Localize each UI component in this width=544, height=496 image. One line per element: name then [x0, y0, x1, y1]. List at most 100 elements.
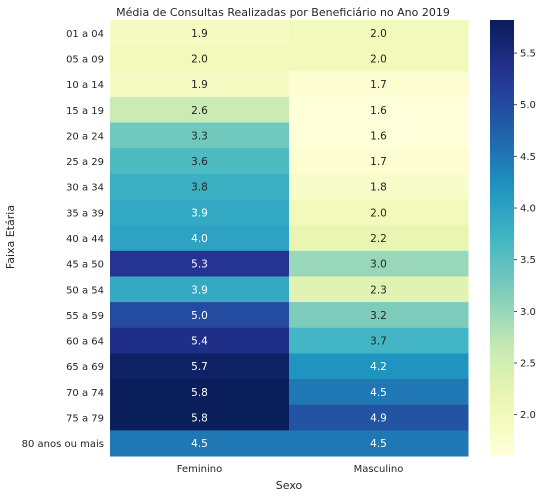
y-tick-label: 80 anos ou mais [22, 439, 104, 450]
cell-value-label: 4.5 [191, 438, 208, 450]
cell-value-label: 4.9 [370, 413, 387, 425]
cell-value-label: 3.3 [191, 130, 208, 142]
heatmap-cell [289, 225, 469, 252]
y-tick-label: 45 a 50 [66, 260, 104, 271]
y-tick-label: 25 a 29 [66, 157, 104, 168]
heatmap-cell [110, 96, 290, 124]
cell-value-label: 3.8 [191, 182, 208, 194]
cell-value-label: 3.7 [370, 336, 387, 348]
cell-value-label: 5.3 [191, 259, 208, 271]
heatmap-cell [289, 430, 469, 457]
colorbar [490, 20, 514, 456]
cell-value-label: 2.0 [370, 28, 387, 40]
y-tick-label: 05 a 09 [66, 54, 104, 65]
heatmap-cell [289, 199, 469, 226]
heatmap-cell [289, 45, 469, 72]
colorbar-tick-label: 5.0 [520, 100, 536, 111]
cell-value-label: 5.0 [191, 310, 208, 322]
y-tick-label: 40 a 44 [66, 234, 104, 245]
colorbar-tick-label: 3.0 [520, 307, 536, 318]
y-tick-label: 10 a 14 [66, 80, 104, 91]
heatmap-cell [110, 353, 290, 380]
heatmap-cell [289, 353, 469, 380]
heatmap-cell [110, 302, 290, 329]
cell-value-label: 1.7 [370, 79, 387, 91]
heatmap-cell [110, 379, 290, 406]
cell-value-label: 2.2 [370, 233, 387, 245]
heatmap-cell [110, 148, 290, 175]
cell-value-label: 4.5 [370, 438, 387, 450]
colorbar-tick-label: 4.5 [520, 152, 536, 163]
heatmap-cell [289, 122, 469, 149]
cell-value-label: 5.8 [191, 413, 208, 425]
cell-value-label: 4.0 [191, 233, 208, 245]
cell-value-label: 5.7 [191, 361, 208, 373]
heatmap-cell [110, 430, 290, 457]
heatmap-cell [110, 199, 290, 226]
heatmap-cell [289, 173, 469, 201]
y-tick-labels: 01 a 04 05 a 09 10 a 14 15 a 19 20 a 24 25 a … [22, 29, 104, 450]
cell-value-label: 1.6 [370, 105, 387, 117]
heatmap-cell [110, 327, 290, 354]
cell-value-label: 4.5 [370, 387, 387, 399]
heatmap-cell [110, 45, 290, 72]
y-tick-label: 65 a 69 [66, 362, 104, 373]
heatmap-cells: 1.9 2.0 2.0 2.0 1.9 1.7 2.6 1.6 3.3 1.6 3.6 1.7 3.8 1… [110, 20, 469, 457]
cell-value-label: 5.8 [191, 387, 208, 399]
cell-value-label: 3.9 [191, 207, 208, 219]
y-tick-label: 01 a 04 [66, 29, 104, 40]
cell-value-label: 2.3 [370, 284, 387, 296]
heatmap-cell [289, 327, 469, 354]
y-tick-label: 15 a 19 [66, 106, 104, 117]
y-tick-label: 70 a 74 [66, 388, 104, 399]
colorbar-tick-label: 5.5 [520, 49, 536, 60]
heatmap-cell [289, 96, 469, 124]
cell-value-label: 5.4 [191, 336, 208, 348]
cell-value-label: 1.7 [370, 156, 387, 168]
colorbar-tick-label: 2.0 [520, 410, 536, 421]
cell-value-label: 1.9 [191, 79, 208, 91]
cell-value-label: 2.6 [191, 105, 208, 117]
cell-value-label: 3.6 [191, 156, 208, 168]
colorbar-tick-label: 3.5 [520, 255, 536, 266]
cell-value-label: 2.0 [370, 207, 387, 219]
heatmap-cell [289, 148, 469, 175]
cell-value-label: 3.9 [191, 284, 208, 296]
heatmap-cell [289, 276, 469, 303]
heatmap-cell [110, 276, 290, 303]
y-tick-label: 55 a 59 [66, 311, 104, 322]
cell-value-label: 1.8 [370, 182, 387, 194]
heatmap-cell [289, 250, 469, 277]
colorbar-tick-label: 2.5 [520, 359, 536, 370]
y-tick-label: 30 a 34 [66, 183, 104, 194]
x-tick-label: Feminino [177, 464, 222, 475]
x-tick-label: Masculino [354, 464, 404, 475]
y-axis-label: Faixa Etária [4, 205, 17, 269]
heatmap-cell [289, 404, 469, 431]
y-tick-label: 20 a 24 [66, 131, 104, 142]
colorbar-ticks: 2.0 2.5 3.0 3.5 4.0 4.5 5.0 5.5 [514, 49, 536, 421]
cell-value-label: 1.9 [191, 28, 208, 40]
y-tick-label: 50 a 54 [66, 285, 104, 296]
heatmap-cell [289, 20, 469, 47]
cell-value-label: 3.0 [370, 259, 387, 271]
heatmap-cell [110, 173, 290, 201]
heatmap-cell [289, 302, 469, 329]
heatmap-cell [110, 20, 290, 47]
heatmap-cell [110, 71, 290, 98]
heatmap-cell [110, 404, 290, 431]
cell-value-label: 3.2 [370, 310, 387, 322]
heatmap-cell [289, 71, 469, 98]
cell-value-label: 4.2 [370, 361, 387, 373]
heatmap-cell [110, 250, 290, 277]
x-tick-labels: Feminino Masculino [177, 464, 404, 475]
cell-value-label: 2.0 [191, 53, 208, 65]
colorbar-tick-label: 4.0 [520, 204, 536, 215]
chart-title: Média de Consultas Realizadas por Benefi… [116, 6, 450, 19]
cell-value-label: 2.0 [370, 53, 387, 65]
y-tick-label: 75 a 79 [66, 414, 104, 425]
y-tick-label: 35 a 39 [66, 208, 104, 219]
y-tick-label: 60 a 64 [66, 337, 104, 348]
x-axis-label: Sexo [276, 479, 303, 492]
